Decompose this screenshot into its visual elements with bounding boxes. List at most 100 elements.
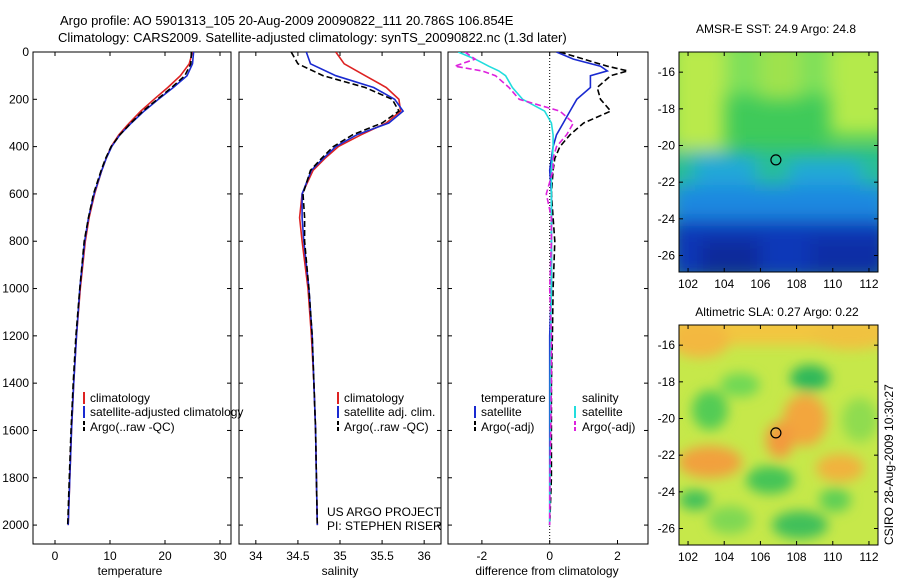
lat-tick-label: -18 (658, 102, 676, 116)
legend-climatology-label: climatology (90, 391, 150, 405)
temperature-axis-label: temperature (98, 564, 163, 578)
series-line-satellite (67, 52, 195, 526)
difference-legend: temperature satellite Argo(-adj) salinit… (474, 391, 635, 434)
sst-map-panel: AMSR-E SST: 24.9 Argo: 24.8 -16 -18 -20 -22… (658, 22, 879, 291)
sla-map-title: Altimetric SLA: 0.27 Argo: 0.22 (695, 305, 859, 319)
legend-temp-satellite-label: satellite (481, 405, 522, 419)
depth-tick-label: 200 (9, 92, 29, 106)
depth-tick-label: 1800 (2, 471, 29, 485)
depth-tick-label: 0 (22, 45, 29, 59)
legend-salt-satellite-label: satellite (582, 405, 623, 419)
lat-tick-label: -22 (658, 448, 676, 462)
x-tick-label: 35.5 (370, 549, 394, 563)
sla-map-panel: Altimetric SLA: 0.27 Argo: 0.22 (658, 305, 879, 564)
depth-tick-label: 600 (9, 187, 29, 201)
legend-salt-argo-label: Argo(-adj) (582, 420, 635, 434)
lat-tick-label: -24 (658, 212, 676, 226)
difference-panel: -2 0 2 difference from climatology tempera… (447, 51, 649, 578)
argo-float-location-marker (770, 154, 782, 166)
x-tick-label: 35 (333, 549, 347, 563)
temperature-axes-frame (32, 51, 232, 545)
series-line-argo (290, 52, 400, 526)
legend-satellite-label: satellite adj. clim. (344, 405, 435, 419)
x-tick-label: 34.5 (286, 549, 310, 563)
series-line-salinity-argo (451, 52, 575, 526)
temperature-profile-lines (66, 52, 195, 526)
series-line-satellite (301, 52, 405, 526)
legend-temperature-header: temperature (481, 391, 546, 405)
legend-argo-label: Argo(..raw -QC) (90, 420, 175, 434)
lat-tick-label: -20 (658, 139, 676, 153)
salinity-depth-ticks (239, 51, 441, 526)
lat-tick-label: -20 (658, 412, 676, 426)
depth-tick-label: 800 (9, 234, 29, 248)
sla-latitude-ticks: -16 -18 -20 -22 -24 -26 (658, 338, 878, 536)
lat-tick-label: -26 (658, 249, 676, 263)
salinity-profile-lines (290, 52, 405, 526)
sla-field (679, 325, 878, 545)
lon-tick-label: 102 (678, 550, 698, 564)
pi-credit: PI: STEPHEN RISER (327, 519, 442, 533)
lat-tick-label: -26 (658, 522, 676, 536)
x-tick-label: 20 (158, 549, 172, 563)
sla-map-frame (678, 324, 879, 546)
series-line-temperature-argo (548, 52, 628, 526)
x-tick-label: -2 (477, 549, 488, 563)
temperature-panel: 0 200 400 600 800 1000 1200 1400 1600 1800 2000 0 1… (2, 45, 243, 578)
series-line-argo (66, 52, 193, 526)
x-tick-label: 30 (213, 549, 227, 563)
difference-depth-ticks (448, 51, 648, 526)
sla-longitude-ticks: 102 104 106 108 110 112 (678, 325, 879, 564)
depth-tick-label: 2000 (2, 518, 29, 532)
lat-tick-label: -18 (658, 375, 676, 389)
lon-tick-label: 108 (787, 277, 807, 291)
salinity-panel: 34 34.5 35 35.5 36 salinity climatology sate… (238, 51, 442, 578)
legend-salinity-header: salinity (582, 391, 619, 405)
salinity-axis-label: salinity (322, 564, 359, 578)
depth-tick-label: 1400 (2, 376, 29, 390)
legend-satellite-label: satellite-adjusted climatology (90, 405, 243, 419)
x-tick-label: 10 (103, 549, 117, 563)
argo-float-location-marker (770, 427, 782, 439)
depth-tick-label: 400 (9, 140, 29, 154)
series-line-salinity-satellite (457, 52, 554, 526)
lon-tick-label: 104 (714, 550, 734, 564)
salinity-axes-frame (238, 51, 442, 545)
title-line-1: Argo profile: AO 5901313_105 20-Aug-2009… (60, 13, 514, 28)
series-line-climatology (298, 52, 402, 526)
sst-map-title: AMSR-E SST: 24.9 Argo: 24.8 (696, 22, 856, 36)
depth-tick-label: 1000 (2, 282, 29, 296)
legend-temp-argo-label: Argo(-adj) (481, 420, 534, 434)
salinity-legend: climatology satellite adj. clim. Argo(..… (337, 391, 435, 434)
sst-field (679, 52, 878, 272)
lon-tick-label: 104 (714, 277, 734, 291)
title-line-2: Climatology: CARS2009. Satellite-adjuste… (58, 30, 567, 45)
lon-tick-label: 106 (750, 277, 770, 291)
legend-climatology-label: climatology (344, 391, 404, 405)
lat-tick-label: -16 (658, 65, 676, 79)
depth-axis-ticks: 0 200 400 600 800 1000 1200 1400 1600 1800 2000 (2, 45, 231, 532)
project-credit: US ARGO PROJECT (327, 505, 442, 519)
legend-argo-label: Argo(..raw -QC) (344, 420, 429, 434)
lat-tick-label: -24 (658, 485, 676, 499)
depth-tick-label: 1600 (2, 423, 29, 437)
difference-axes-frame (447, 51, 649, 545)
x-tick-label: 0 (546, 549, 553, 563)
x-tick-label: 0 (52, 549, 59, 563)
sst-latitude-ticks: -16 -18 -20 -22 -24 -26 (658, 65, 878, 263)
lon-tick-label: 108 (787, 550, 807, 564)
temperature-axis-ticks: 0 10 20 30 (52, 52, 227, 563)
lat-tick-label: -22 (658, 175, 676, 189)
sst-map-frame (678, 51, 879, 273)
difference-profile-lines (451, 52, 628, 526)
lon-tick-label: 102 (678, 277, 698, 291)
lat-tick-label: -16 (658, 338, 676, 352)
x-tick-label: 36 (417, 549, 431, 563)
lon-tick-label: 112 (859, 277, 878, 291)
depth-tick-label: 1200 (2, 329, 29, 343)
lon-tick-label: 110 (823, 277, 842, 291)
sst-longitude-ticks: 102 104 106 108 110 112 (678, 52, 879, 291)
lon-tick-label: 106 (750, 550, 770, 564)
series-line-temperature-satellite (548, 52, 610, 526)
